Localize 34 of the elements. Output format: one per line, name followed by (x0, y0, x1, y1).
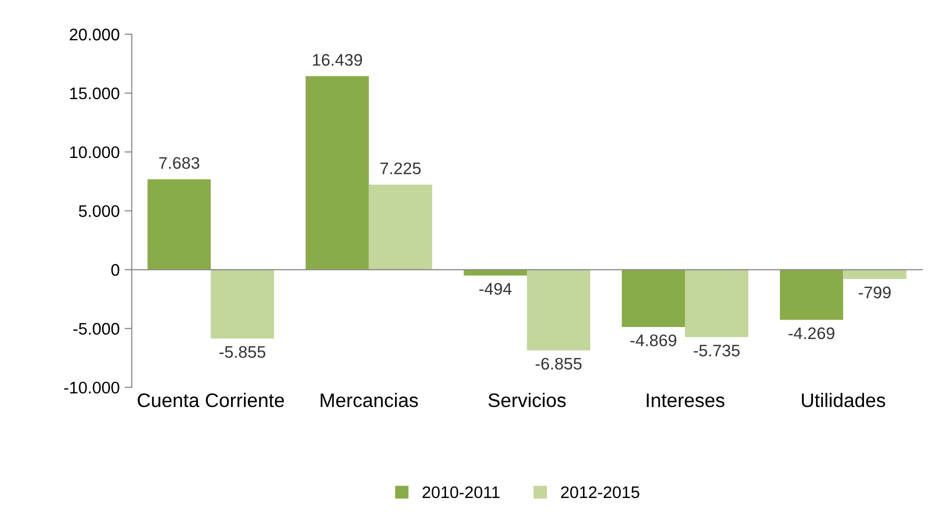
y-tick-label: 0 (111, 264, 120, 276)
bar (780, 270, 844, 320)
bar (622, 270, 686, 327)
legend-label: 2010-2011 (422, 486, 500, 498)
bar (306, 76, 369, 270)
data-label: -4.269 (788, 327, 834, 340)
x-tick-label: Intereses (646, 394, 724, 408)
x-tick-label: Utilidades (802, 392, 886, 408)
y-tick-label: -5.000 (73, 322, 120, 335)
bar (843, 270, 906, 280)
data-label: -4.869 (630, 334, 676, 346)
bar (685, 270, 748, 338)
bar (368, 184, 432, 270)
x-tick-label: Mercancias (320, 392, 418, 408)
data-label: 16.439 (313, 54, 362, 66)
bar (526, 270, 590, 350)
x-tick-label: Cuenta Corriente (138, 392, 284, 408)
y-tick-label: -10.000 (64, 382, 120, 394)
y-tick-label: 10.000 (70, 146, 120, 158)
y-tick-label: 15.000 (70, 88, 120, 100)
bar (210, 270, 274, 339)
data-label: -6.855 (536, 358, 582, 370)
bar (464, 270, 527, 276)
data-label: 7.225 (380, 162, 421, 174)
x-tick-label: Servicios (488, 392, 566, 408)
data-label: -799 (858, 286, 891, 298)
y-tick-label: 5.000 (78, 205, 120, 218)
data-label: -5.855 (220, 346, 266, 358)
data-label: -5.735 (694, 344, 740, 356)
data-label: -494 (479, 282, 512, 295)
bar (148, 179, 211, 270)
legend-label: 2012-2015 (561, 486, 640, 498)
y-tick-label: 20.000 (70, 28, 120, 40)
data-label: 7.683 (159, 157, 200, 169)
